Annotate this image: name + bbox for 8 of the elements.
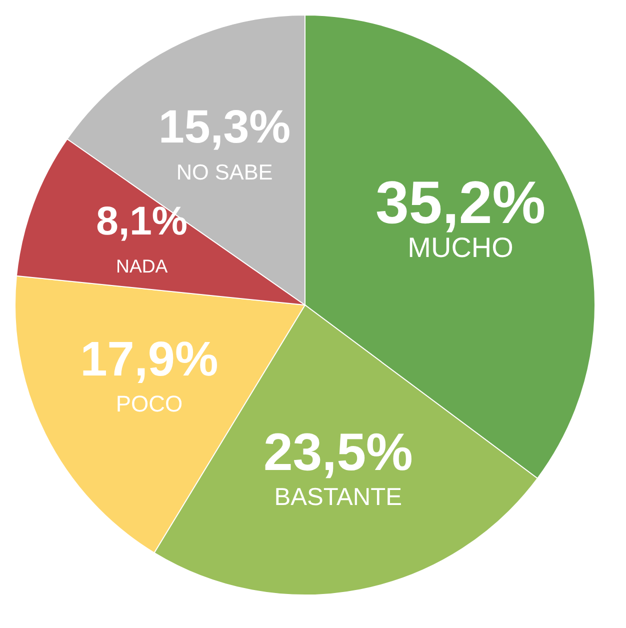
data-label: 15,3% (158, 100, 291, 153)
slice-label: POCO (116, 390, 183, 417)
data-label: 23,5% (263, 422, 413, 482)
slice-label: BASTANTE (274, 484, 402, 511)
slice-label: NO SABE (176, 160, 273, 185)
data-label: 17,9% (80, 332, 218, 387)
data-label: 8,1% (96, 200, 188, 244)
slice-label: NADA (116, 256, 168, 277)
